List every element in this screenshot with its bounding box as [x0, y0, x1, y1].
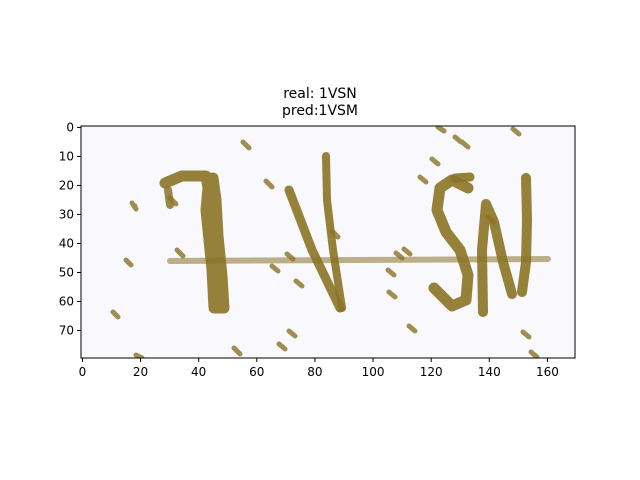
title-pred: pred:1VSM: [281, 103, 358, 119]
x-tick-label: 80: [307, 365, 322, 379]
x-tick-label: 160: [536, 365, 559, 379]
glyph-1: [159, 170, 230, 314]
glyph-s: [428, 174, 474, 312]
glyph-v: [284, 185, 345, 313]
y-tick-label: 60: [59, 294, 74, 308]
axes-frame: [80, 125, 576, 359]
x-tick-label: 0: [79, 365, 87, 379]
x-tick-label: 40: [191, 365, 206, 379]
y-tick-label: 70: [59, 323, 74, 337]
y-tick-label: 10: [59, 149, 74, 163]
title-real: real: 1VSN: [283, 86, 357, 102]
noise-dots: [110, 126, 540, 358]
y-axis: 0 10 20 30 40 50 60 70: [59, 120, 81, 337]
captcha-glyphs: [110, 126, 551, 358]
y-tick-label: 0: [66, 120, 74, 134]
y-tick-label: 20: [59, 178, 74, 192]
x-axis: 0 20 40 60 80 100 120 140 160: [79, 358, 559, 379]
y-tick-label: 40: [59, 236, 74, 250]
y-tick-label: 50: [59, 265, 74, 279]
x-tick-label: 20: [133, 365, 148, 379]
x-tick-label: 60: [249, 365, 264, 379]
strike-line: [167, 256, 551, 264]
x-tick-label: 120: [420, 365, 443, 379]
x-tick-label: 100: [362, 365, 385, 379]
y-tick-label: 30: [59, 207, 74, 221]
x-tick-label: 140: [478, 365, 501, 379]
